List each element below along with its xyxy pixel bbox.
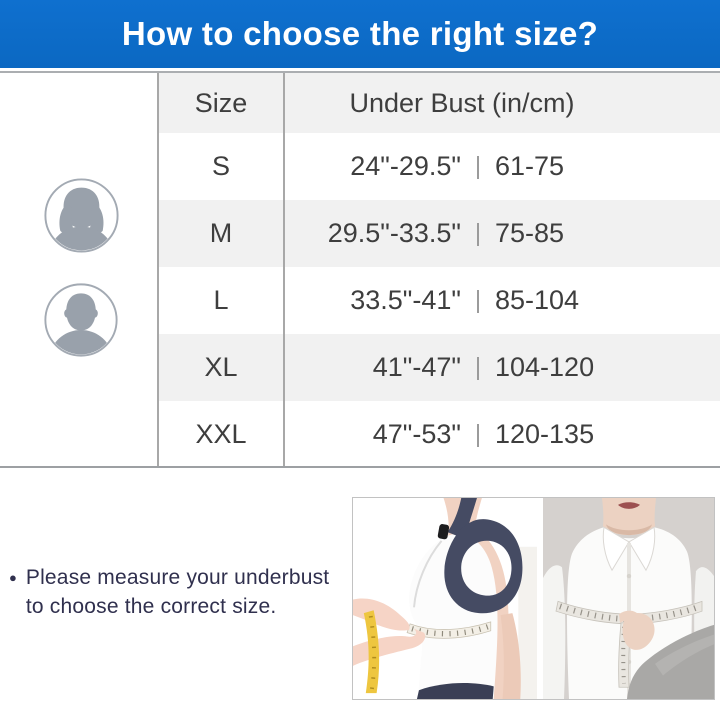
- inches-range: 29.5"-33.5": [327, 218, 461, 248]
- size-cell: XXL: [195, 418, 247, 449]
- size-column-header: Size: [158, 73, 284, 133]
- inches-range: 41"-47": [372, 352, 461, 382]
- photo-divider: [537, 498, 543, 699]
- under-bust-cell: 24"-29.5" | 61-75: [284, 133, 720, 200]
- size-cell: XL: [158, 334, 284, 401]
- cm-range: 61-75: [495, 151, 565, 181]
- male-avatar-icon: [43, 282, 119, 358]
- cm-range: 104-120: [495, 352, 595, 382]
- avatar-column-spacer: [0, 73, 158, 133]
- inches-range: 24"-29.5": [350, 151, 461, 181]
- under-bust-cell: 47"-53" | 120-135: [284, 401, 720, 467]
- photo-measure-woman-underbust: [353, 498, 537, 699]
- table-header-row: Size Under Bust (in/cm): [0, 73, 720, 133]
- under-bust-cell: 33.5"-41" | 85-104: [284, 267, 720, 334]
- measure-note: ● Please measure your underbust to choos…: [9, 563, 329, 621]
- size-cell: L: [213, 285, 229, 315]
- photo-measure-man-chest: [543, 498, 714, 699]
- page-title: How to choose the right size?: [121, 15, 599, 52]
- under-bust-cell: 41"-47" | 104-120: [284, 334, 720, 401]
- cm-range: 75-85: [495, 218, 565, 248]
- unit-separator: |: [474, 419, 482, 448]
- inches-range: 47"-53": [372, 418, 461, 449]
- note-text: Please measure your underbust to choose …: [25, 566, 330, 618]
- size-cell: M: [158, 200, 284, 267]
- unit-separator: |: [474, 152, 482, 180]
- size-cell: S: [211, 151, 230, 181]
- cm-range: 85-104: [495, 285, 580, 315]
- cm-range: 120-135: [495, 418, 595, 449]
- size-table: Size Under Bust (in/cm) S 24"-29.5" | 61…: [0, 73, 720, 467]
- under-bust-cell: 29.5"-33.5" | 75-85: [284, 200, 720, 267]
- table-column-divider: [283, 73, 285, 466]
- under-bust-column-header: Under Bust (in/cm): [284, 73, 720, 133]
- bullet-icon: ●: [9, 570, 17, 585]
- table-row-xl: XL 41"-47" | 104-120: [0, 334, 720, 401]
- table-bottom-rule: [0, 466, 720, 468]
- female-avatar-icon: [43, 177, 120, 254]
- unit-separator: |: [474, 286, 482, 314]
- table-top-rule: [0, 71, 720, 73]
- unit-separator: |: [474, 353, 482, 381]
- banner: How to choose the right size?: [0, 0, 720, 68]
- table-column-divider: [157, 73, 159, 466]
- inches-range: 33.5"-41": [350, 285, 461, 315]
- measurement-photos: [352, 497, 715, 700]
- unit-separator: |: [474, 219, 482, 247]
- table-row-xxl: XXL 47"-53" | 120-135: [0, 401, 720, 467]
